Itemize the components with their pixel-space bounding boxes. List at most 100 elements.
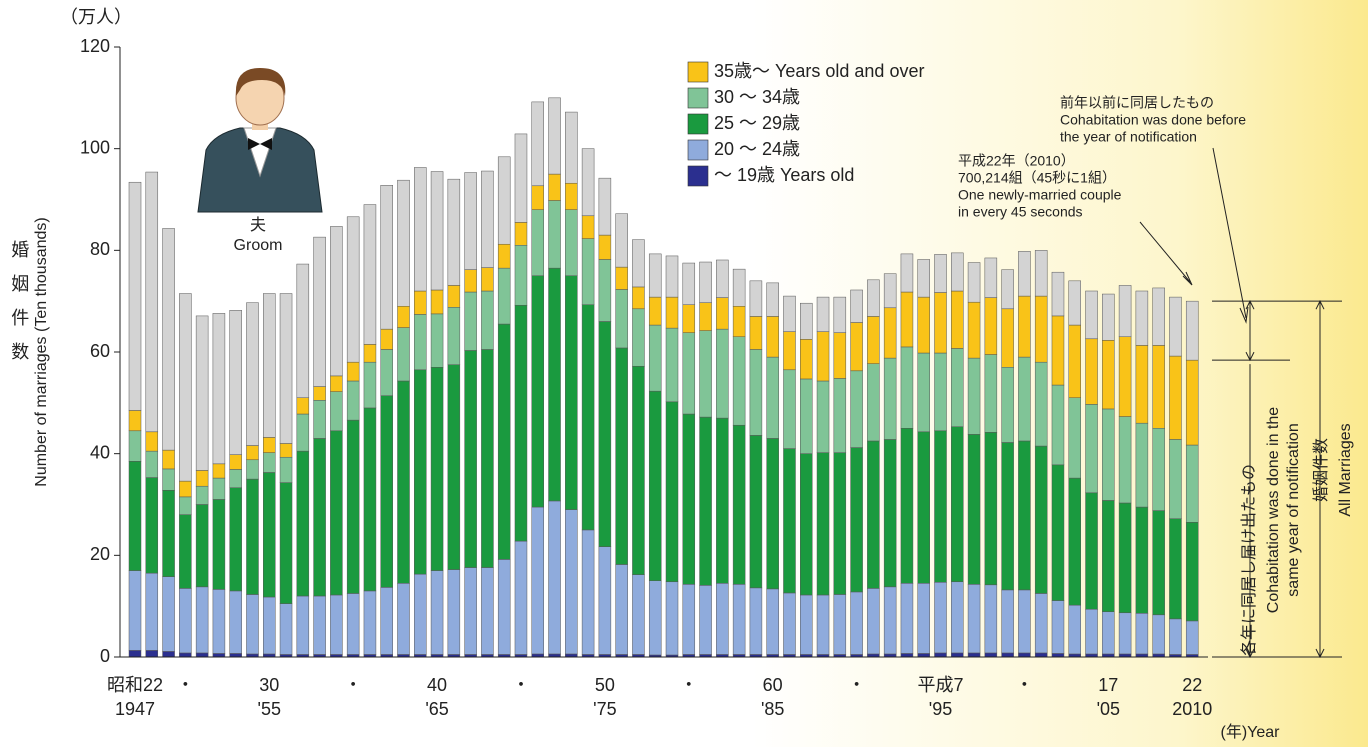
bar-segment	[162, 228, 175, 451]
bar-segment	[581, 148, 595, 217]
bar-segment	[766, 282, 779, 317]
y-tick-label: 20	[90, 544, 110, 564]
bar-segment	[615, 347, 628, 565]
bar-segment	[967, 357, 981, 435]
bar-segment	[531, 275, 544, 508]
x-tick-label: '05	[1097, 699, 1120, 719]
x-tick-label: 平成7	[917, 675, 963, 695]
bar-segment	[833, 296, 847, 333]
bar-segment	[716, 328, 729, 419]
bar-segment	[1034, 652, 1048, 658]
bar-segment	[1102, 500, 1115, 613]
bracket-label: same year of notification	[1285, 423, 1302, 596]
bar-segment	[648, 580, 662, 656]
bar-segment	[548, 500, 561, 655]
x-tick-label: '65	[425, 699, 448, 719]
bar-segment	[749, 587, 763, 655]
bar-segment	[648, 324, 662, 392]
bar-segment	[330, 391, 343, 432]
bar-segment	[967, 434, 981, 585]
bar-segment	[497, 243, 511, 269]
bar-segment	[598, 259, 612, 322]
bar-segment	[1001, 308, 1014, 368]
bar-segment	[951, 348, 964, 427]
bar-segment	[1068, 280, 1081, 326]
bar-segment	[212, 313, 226, 465]
bar-segment	[1118, 502, 1132, 614]
bar-segment	[162, 576, 175, 652]
bar-segment	[1152, 345, 1165, 429]
bar-segment	[1034, 361, 1048, 447]
bar-segment	[1152, 510, 1165, 616]
groom-figure	[197, 68, 323, 213]
bar-segment	[1185, 300, 1199, 361]
bar-segment	[380, 185, 393, 330]
bar-segment	[917, 259, 930, 298]
bar-segment	[397, 583, 410, 655]
bar-segment	[934, 430, 947, 583]
bar-segment	[548, 173, 561, 201]
bar-segment	[464, 269, 477, 293]
bar-segment	[1118, 416, 1132, 504]
bar-segment	[212, 499, 226, 590]
bar-segment	[145, 650, 159, 658]
y-label-en: Number of marriages (Ten thousands)	[33, 217, 50, 486]
bar-segment	[632, 286, 645, 310]
bar-segment	[783, 592, 796, 655]
bar-segment	[246, 302, 259, 446]
bar-segment	[1102, 611, 1115, 655]
bar-segment	[229, 653, 242, 658]
bar-segment	[1001, 367, 1014, 443]
bar-segment	[1169, 439, 1182, 519]
bar-segment	[1051, 464, 1065, 601]
bar-segment	[867, 279, 880, 317]
figure-label: Groom	[234, 237, 283, 254]
bar-segment	[1185, 444, 1199, 523]
bar-segment	[1085, 608, 1098, 655]
bar-segment	[900, 583, 914, 654]
bar-segment	[1034, 250, 1048, 297]
bar-segment	[1152, 428, 1165, 511]
bar-segment	[883, 586, 897, 655]
bar-segment	[565, 209, 578, 277]
bar-segment	[833, 452, 847, 595]
bar-segment	[531, 185, 544, 210]
bar-segment	[800, 453, 813, 596]
bar-segment	[145, 477, 159, 574]
legend-swatch	[687, 165, 709, 187]
annotation: 平成22年（2010）	[958, 153, 1075, 169]
bar-segment	[1051, 384, 1065, 466]
bar-segment	[346, 380, 360, 421]
bar-segment	[632, 308, 645, 367]
bar-segment	[850, 370, 863, 448]
bar-segment	[531, 506, 544, 655]
bar-segment	[883, 439, 897, 588]
bar-segment	[464, 350, 477, 568]
x-tick-label: 昭和22	[107, 675, 163, 695]
y-tick-label: 80	[90, 239, 110, 259]
bar-segment	[263, 472, 276, 598]
bar-segment	[967, 584, 981, 654]
bar-segment	[816, 331, 830, 382]
x-tick-label: '85	[761, 699, 784, 719]
bar-segment	[414, 369, 427, 575]
bar-segment	[195, 485, 209, 505]
bar-segment	[1068, 604, 1081, 655]
bar-segment	[397, 179, 410, 307]
bar-segment	[1034, 295, 1048, 363]
bar-segment	[581, 529, 595, 655]
y-tick-label: 0	[100, 646, 110, 666]
bar-segment	[900, 346, 914, 429]
bar-segment	[128, 430, 142, 462]
bar-segment	[1169, 618, 1182, 655]
bar-segment	[883, 357, 897, 440]
bar-segment	[1001, 589, 1014, 654]
bar-segment	[984, 652, 998, 658]
bar-segment	[195, 652, 209, 658]
bar-segment	[783, 369, 796, 449]
bar-segment	[934, 254, 947, 293]
bar-segment	[581, 304, 595, 531]
bar-segment	[1118, 612, 1132, 655]
bar-segment	[430, 570, 444, 655]
bar-segment	[699, 585, 712, 655]
